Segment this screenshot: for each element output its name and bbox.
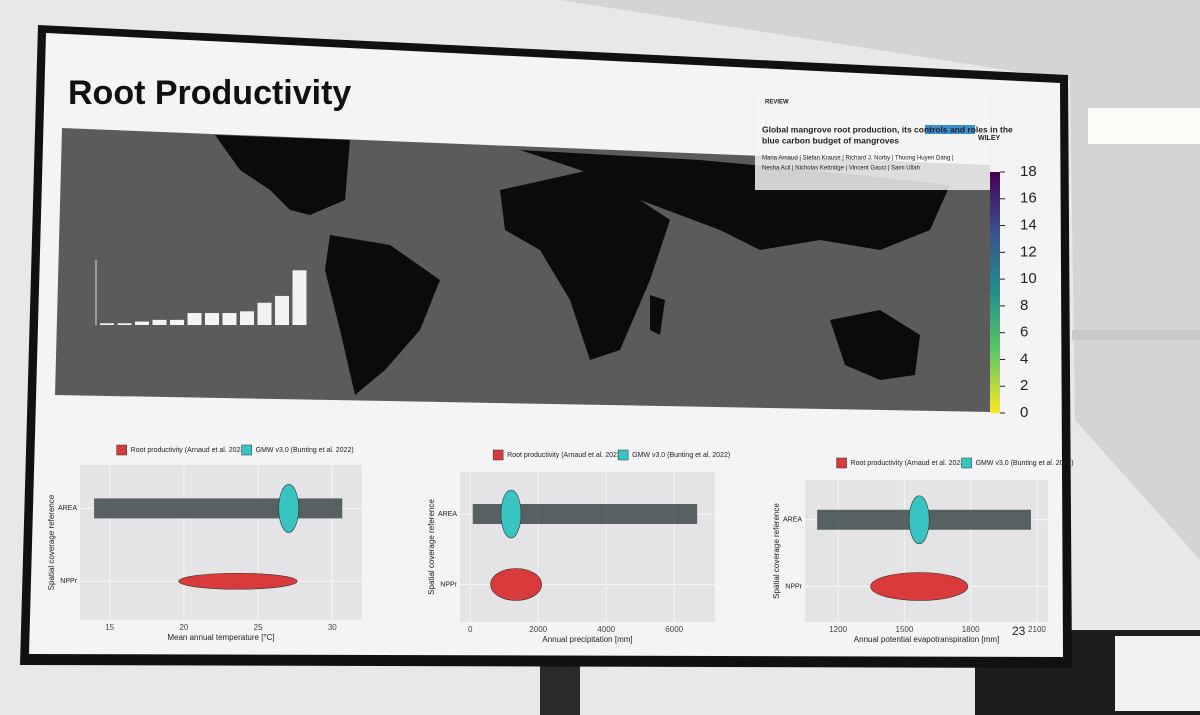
badge bbox=[925, 125, 975, 134]
x-tick-label: 1800 bbox=[962, 625, 980, 634]
publisher: WILEY bbox=[978, 135, 1000, 142]
x-tick-label: 1500 bbox=[896, 625, 914, 634]
legend-swatch bbox=[241, 444, 252, 456]
gmw-violin bbox=[908, 495, 930, 545]
legend-swatch bbox=[492, 449, 504, 461]
gmw-violin bbox=[278, 484, 299, 533]
legend-label: GMW v3.0 (Bunting et al. 2022) bbox=[976, 460, 1074, 467]
x-tick-label: 30 bbox=[328, 623, 337, 632]
y-tick-label: AREA bbox=[58, 505, 77, 512]
legend-label: Root productivity (Arnaud et al. 2023) bbox=[131, 447, 247, 454]
colorbar-tick-label: 8 bbox=[1020, 297, 1028, 314]
point-band bbox=[94, 498, 343, 519]
inset-bar bbox=[240, 311, 254, 325]
second-screen-display bbox=[1115, 636, 1200, 711]
y-axis-label: Spatial coverage reference bbox=[772, 503, 781, 599]
legend-label: Root productivity (Arnaud et al. 2023) bbox=[851, 460, 967, 467]
x-tick-label: 20 bbox=[179, 623, 188, 632]
plot-panel bbox=[460, 472, 715, 622]
y-tick-label: NPPr bbox=[785, 583, 802, 590]
inset-bar bbox=[170, 319, 184, 325]
point-band bbox=[472, 504, 698, 524]
paper-card bbox=[755, 95, 990, 190]
x-tick-label: 15 bbox=[105, 623, 114, 632]
colorbar-tick-label: 14 bbox=[1020, 217, 1037, 234]
paper-authors: Maria Arnaud | Stefan Krause | Richard J… bbox=[762, 156, 954, 162]
inset-bar bbox=[257, 302, 272, 325]
plot-panel bbox=[80, 465, 362, 620]
inset-bar bbox=[117, 323, 132, 325]
root-violin bbox=[490, 568, 542, 601]
colorbar bbox=[990, 172, 1000, 413]
inset-bar bbox=[205, 313, 219, 325]
page-number: 23 bbox=[1012, 624, 1026, 638]
y-tick-label: AREA bbox=[783, 517, 802, 524]
inset-bar bbox=[187, 313, 202, 325]
x-tick-label: 2100 bbox=[1028, 625, 1046, 634]
legend-label: Root productivity (Arnaud et al. 2023) bbox=[507, 452, 623, 459]
y-tick-label: AREA bbox=[438, 511, 457, 518]
y-axis-label: Spatial coverage reference bbox=[47, 494, 56, 590]
root-violin bbox=[870, 572, 969, 601]
paper-label: REVIEW bbox=[765, 100, 789, 106]
x-tick-label: 25 bbox=[254, 623, 263, 632]
x-tick-label: 1200 bbox=[829, 625, 847, 634]
x-axis-label: Annual precipitation [mm] bbox=[542, 635, 632, 644]
legend-swatch bbox=[836, 457, 847, 469]
ceiling-light bbox=[1088, 108, 1200, 144]
y-tick-label: NPPr bbox=[60, 578, 77, 585]
inset-bar-chart bbox=[95, 260, 307, 325]
inset-bar bbox=[100, 323, 114, 325]
legend-swatch bbox=[617, 449, 629, 461]
gmw-violin bbox=[500, 489, 522, 539]
paper-authors: Nesha Acil | Nicholas Kettridge | Vincen… bbox=[762, 166, 920, 172]
x-axis-label: Annual potential evapotranspiration [mm] bbox=[854, 635, 999, 644]
ceiling bbox=[560, 0, 1200, 560]
colorbar-tick-label: 12 bbox=[1020, 243, 1037, 260]
x-tick-label: 0 bbox=[468, 625, 473, 634]
colorbar-tick-label: 4 bbox=[1020, 350, 1028, 367]
colorbar-tick-label: 16 bbox=[1020, 190, 1037, 207]
colorbar-tick-label: 10 bbox=[1020, 270, 1037, 287]
colorbar-tick-label: 6 bbox=[1020, 324, 1028, 341]
x-axis-label: Mean annual temperature [°C] bbox=[167, 633, 274, 642]
legend-label: GMW v3.0 (Bunting et al. 2022) bbox=[256, 447, 354, 454]
legend-swatch bbox=[961, 457, 972, 469]
y-axis-label: Spatial coverage reference bbox=[427, 499, 436, 595]
plot-panel bbox=[805, 480, 1048, 622]
legend-swatch bbox=[116, 444, 127, 456]
legend-label: GMW v3.0 (Bunting et al. 2022) bbox=[632, 452, 730, 459]
inset-bar bbox=[275, 295, 289, 325]
root-violin bbox=[178, 572, 298, 590]
beam bbox=[1072, 330, 1200, 340]
tv-stand bbox=[540, 665, 580, 715]
x-tick-label: 4000 bbox=[597, 625, 615, 634]
slide-title: Root Productivity bbox=[68, 74, 351, 112]
inset-bar bbox=[292, 270, 307, 325]
colorbar-tick-label: 18 bbox=[1020, 163, 1037, 180]
colorbar-tick-label: 2 bbox=[1020, 377, 1028, 394]
colorbar-tick-label: 0 bbox=[1020, 404, 1028, 421]
inset-bar bbox=[222, 313, 237, 325]
paper-title: Global mangrove root production, its con… bbox=[762, 124, 1013, 134]
inset-bar bbox=[135, 321, 149, 325]
paper-title: blue carbon budget of mangroves bbox=[762, 135, 899, 145]
inset-bar bbox=[152, 319, 167, 325]
x-tick-label: 2000 bbox=[529, 625, 547, 634]
y-tick-label: NPPr bbox=[440, 581, 457, 588]
x-tick-label: 6000 bbox=[665, 625, 683, 634]
